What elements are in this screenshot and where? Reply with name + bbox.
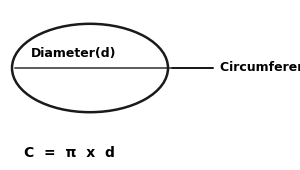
Text: Diameter(d): Diameter(d) xyxy=(31,47,116,60)
Circle shape xyxy=(12,24,168,112)
Text: C  =  π  x  d: C = π x d xyxy=(24,146,115,160)
Text: Circumference (C): Circumference (C) xyxy=(220,62,300,74)
